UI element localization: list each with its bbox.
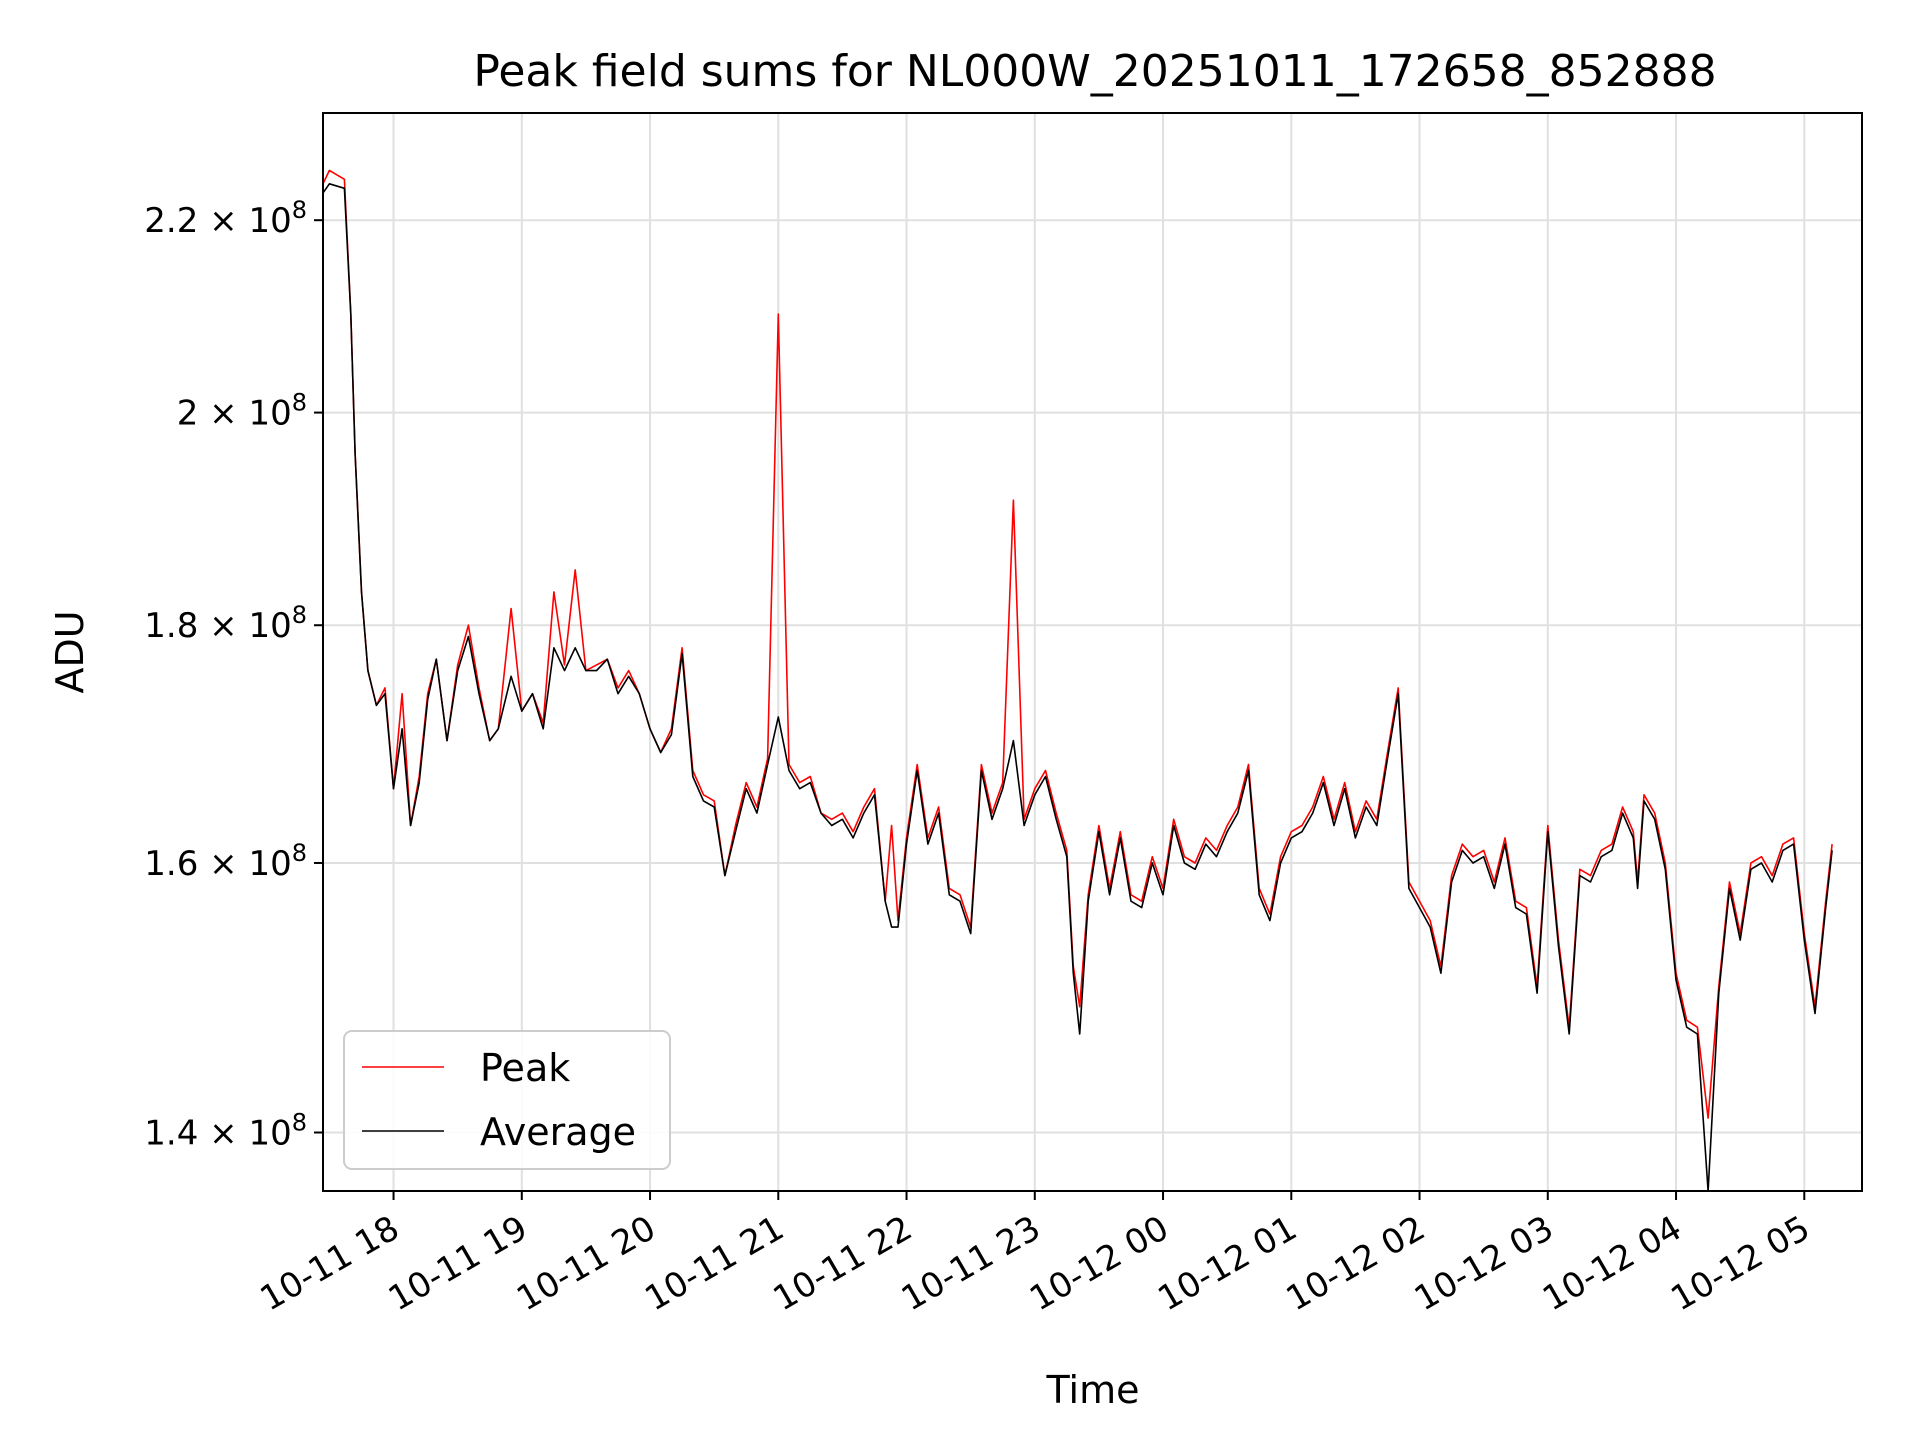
y-tick-label: 2.2 × 108 <box>144 196 307 241</box>
x-axis-label: Time <box>1046 1368 1140 1412</box>
y-tick-label: 2 × 108 <box>177 389 307 434</box>
series-line-average <box>323 183 1833 1191</box>
y-tick-label: 1.4 × 108 <box>144 1108 307 1153</box>
legend: Peak Average <box>343 1030 671 1170</box>
legend-box <box>343 1030 671 1170</box>
y-tick-label: 1.8 × 108 <box>144 601 307 646</box>
y-tick-label: 1.6 × 108 <box>144 839 307 884</box>
series-lines <box>323 169 1833 1191</box>
y-axis-label: ADU <box>48 610 92 693</box>
plot-area-frame <box>322 112 1863 1192</box>
series-line-peak <box>323 169 1833 1119</box>
chart-title: Peak field sums for NL000W_20251011_1726… <box>473 46 1716 97</box>
legend-peak-label: Peak <box>480 1046 570 1090</box>
legend-average-label: Average <box>480 1110 636 1154</box>
y-axis-ticks: 1.4 × 108 1.6 × 108 1.8 × 108 2 × 108 2.2 × … <box>144 196 323 1153</box>
